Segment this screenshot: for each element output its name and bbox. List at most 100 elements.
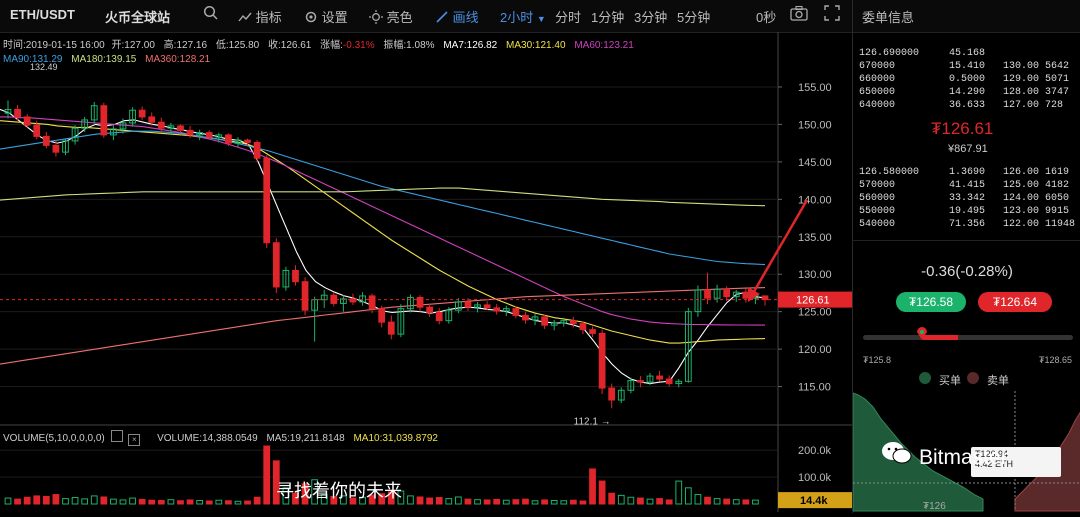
price-axis-label: 115.00 <box>798 382 831 394</box>
search-icon[interactable] <box>203 5 219 24</box>
candle-body <box>52 144 60 153</box>
orderbook-bid-row[interactable]: 550000 19.495 123.00 9915 <box>853 206 1080 219</box>
orderbook-ask-row[interactable]: 660000 0.5000 129.00 5071 <box>853 74 1080 87</box>
interval-option[interactable]: 1分钟 <box>591 10 625 25</box>
volume-bar <box>215 499 223 505</box>
candle-body <box>14 108 21 118</box>
interval-option[interactable]: 分时 <box>555 10 582 25</box>
volume-bar <box>656 498 663 505</box>
volume-bar <box>445 498 453 505</box>
ohlc-info-bar: 时间:2019-01-15 16:00 开:127.00 高:127.16 低:… <box>3 36 634 51</box>
volume-indicator-label: VOLUME(5,10,0,0,0,0) <box>3 433 105 444</box>
candle-body <box>704 289 711 299</box>
volume-bar <box>646 498 654 505</box>
fullscreen-icon[interactable] <box>824 5 840 24</box>
candle-body <box>4 108 12 114</box>
interval-dropdown[interactable]: 2小时 ▼ <box>500 7 546 26</box>
depth-tooltip: ₮126.94 4.42 ETH <box>971 447 1061 477</box>
annotation-arrow <box>750 199 809 296</box>
orderbook-bid-row[interactable]: 560000 33.342 124.00 6050 <box>853 193 1080 206</box>
candle-body <box>445 309 453 322</box>
info-ma7: MA7:126.82 <box>443 40 498 51</box>
volume-bar <box>14 498 21 505</box>
ob-qty: 45.168 <box>949 48 986 59</box>
depth-chart[interactable] <box>853 391 1080 513</box>
volume-bar <box>100 496 108 505</box>
camera-icon[interactable] <box>790 5 808 24</box>
candle-body <box>129 109 136 124</box>
info-change-label: 涨幅: <box>320 40 343 51</box>
kline-chart[interactable]: 155.00 150.00 145.00 140.00 135.00 130.00 125.… <box>0 32 852 512</box>
volume-bar <box>723 498 731 505</box>
candle-body <box>627 380 635 391</box>
indicator-button[interactable]: 指标 <box>238 7 282 26</box>
indicator-label: 指标 <box>255 10 282 25</box>
volume-settings-icon[interactable] <box>110 430 123 442</box>
exchange-label: 火币全球站 <box>105 10 171 25</box>
interval-option[interactable]: 5分钟 <box>677 10 711 25</box>
ma60-line <box>0 116 765 326</box>
sell-legend-icon <box>967 372 979 384</box>
volume-bar <box>129 497 136 505</box>
volume-bar <box>474 499 481 505</box>
info-close: 收:126.61 <box>267 40 312 51</box>
candle-body <box>732 291 740 298</box>
ma-info-bar: MA90:131.29 MA180:139.15 MA360:128.21 <box>3 54 210 65</box>
ob-level-qty: 1619 <box>1045 167 1070 178</box>
sell-legend-label: 卖单 <box>987 375 1009 387</box>
volume-bar <box>272 460 280 505</box>
orderbook-bid-row[interactable]: 570000 41.415 125.00 4182 <box>853 180 1080 193</box>
volume-bar <box>531 500 539 505</box>
settings-button[interactable]: 设置 <box>304 7 348 26</box>
volume-bar <box>52 494 60 505</box>
info-time: 时间:2019-01-15 16:00 <box>3 40 105 51</box>
candle-body <box>205 132 213 138</box>
ob-level-qty: 11948 <box>1045 219 1076 230</box>
orderbook-ask-row[interactable]: 640000 36.633 127.00 728 <box>853 100 1080 113</box>
range-low: ₮125.8 <box>863 355 892 365</box>
candle-body <box>608 387 616 401</box>
info-change-value: -0.31% <box>342 40 375 51</box>
candle-body <box>81 119 89 129</box>
theme-button[interactable]: 亮色 <box>369 7 413 26</box>
orderbook-ask-row[interactable]: 670000 15.410 130.00 5642 <box>853 61 1080 74</box>
volume-bar <box>665 499 673 505</box>
orderbook-bid-row[interactable]: 126.580000 1.3690 126.00 1619 <box>853 167 1080 180</box>
price-axis-label: 135.00 <box>798 232 832 244</box>
volume-tag: 14.4k <box>800 495 828 507</box>
volume-bar <box>119 499 127 505</box>
interval-option[interactable]: 3分钟 <box>634 10 668 25</box>
candle-body <box>579 323 587 331</box>
candle-body <box>665 378 673 385</box>
pen-icon <box>435 10 449 24</box>
sell-price-button[interactable]: ₮126.64 <box>978 292 1052 312</box>
candle-body <box>368 295 376 310</box>
volume-bar <box>368 494 376 505</box>
volume-bar <box>684 487 692 505</box>
volume-bar <box>454 496 462 505</box>
orderbook-bid-row[interactable]: 540000 71.356 122.00 11948 <box>853 219 1080 232</box>
orderbook-ask-row[interactable]: 126.690000 45.168 <box>853 48 1080 61</box>
volume-bar <box>311 479 319 505</box>
candle-body <box>253 141 261 159</box>
candle-body <box>569 320 577 325</box>
volume-bar <box>416 496 424 505</box>
volume-bar <box>253 496 261 505</box>
volume-bar <box>397 490 405 505</box>
depth-ask-area <box>1014 411 1080 512</box>
candle-body <box>215 134 223 138</box>
video-subtitle: 寻找着你的未来 <box>276 481 402 501</box>
volume-bar <box>234 500 242 505</box>
volume-tag-bg <box>778 492 852 509</box>
ob-qty: 19.495 <box>949 206 986 217</box>
candle-body <box>637 380 644 383</box>
volume-bar <box>569 499 577 505</box>
draw-button[interactable]: 画线 <box>435 7 479 26</box>
ob-level-price: 125.00 <box>1003 180 1040 191</box>
volume-axis-label: 200.0k <box>798 445 832 457</box>
candle-body <box>62 140 69 153</box>
volume-close-icon[interactable]: × <box>128 434 141 446</box>
orderbook-ask-row[interactable]: 650000 14.290 128.00 3747 <box>853 87 1080 100</box>
buy-price-button[interactable]: ₮126.58 <box>896 292 966 312</box>
volume-info-bar: VOLUME(5,10,0,0,0,0) × VOLUME:14,388.054… <box>3 430 438 446</box>
